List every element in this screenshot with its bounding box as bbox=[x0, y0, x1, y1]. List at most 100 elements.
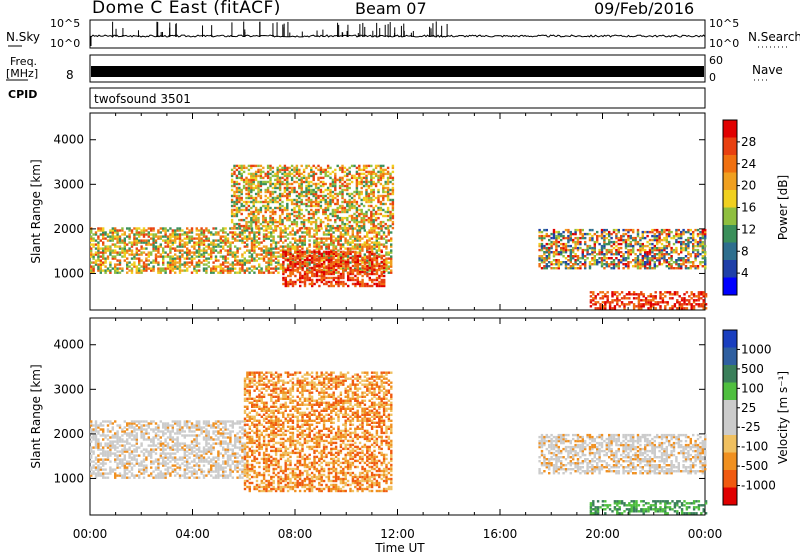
range-cell bbox=[198, 249, 201, 252]
range-cell bbox=[334, 186, 337, 190]
range-cell bbox=[130, 458, 134, 461]
range-cell bbox=[248, 235, 251, 238]
range-cell bbox=[323, 262, 326, 266]
range-cell bbox=[200, 243, 203, 246]
range-cell bbox=[351, 258, 355, 262]
range-cell bbox=[687, 251, 690, 254]
range-cell bbox=[588, 244, 592, 248]
range-cell bbox=[557, 234, 560, 238]
range-cell bbox=[584, 236, 587, 240]
range-cell bbox=[289, 251, 292, 254]
range-cell bbox=[349, 243, 352, 246]
range-cell bbox=[130, 430, 134, 433]
range-cell bbox=[118, 436, 122, 439]
range-cell bbox=[130, 243, 134, 246]
range-cell bbox=[259, 182, 263, 186]
range-cell bbox=[604, 301, 607, 304]
range-cell bbox=[644, 303, 648, 306]
range-cell bbox=[169, 245, 172, 248]
range-cell bbox=[351, 245, 354, 248]
range-cell bbox=[362, 166, 366, 170]
range-cell bbox=[359, 280, 362, 284]
range-cell bbox=[286, 172, 289, 176]
range-cell bbox=[688, 301, 691, 304]
range-cell bbox=[652, 295, 655, 298]
range-cell bbox=[262, 166, 265, 170]
range-cell bbox=[354, 262, 357, 266]
range-cell bbox=[628, 303, 631, 306]
range-cell bbox=[632, 297, 636, 300]
range-cell bbox=[382, 198, 385, 202]
range-cell bbox=[391, 166, 395, 170]
range-cell bbox=[677, 259, 680, 262]
range-cell bbox=[140, 472, 143, 475]
range-cell bbox=[140, 239, 143, 242]
range-cell bbox=[337, 262, 340, 266]
range-cell bbox=[346, 188, 349, 192]
range-cell bbox=[347, 250, 350, 254]
range-cell bbox=[684, 242, 688, 246]
range-cell bbox=[344, 259, 347, 262]
range-cell bbox=[169, 235, 172, 238]
range-cell bbox=[581, 255, 584, 258]
range-cell bbox=[564, 265, 568, 268]
range-cell bbox=[154, 245, 158, 248]
range-cell bbox=[355, 200, 359, 204]
range-cell bbox=[246, 267, 249, 270]
range-cell bbox=[302, 202, 306, 206]
range-cell bbox=[116, 442, 119, 445]
range-cell bbox=[126, 472, 129, 475]
range-cell bbox=[104, 257, 107, 260]
range-cell bbox=[311, 254, 314, 258]
range-cell bbox=[121, 474, 124, 477]
range-cell bbox=[675, 228, 678, 232]
range-cell bbox=[135, 434, 138, 437]
range-cell bbox=[318, 245, 321, 248]
range-cell bbox=[97, 468, 100, 471]
range-cell bbox=[636, 261, 640, 264]
range-cell bbox=[682, 259, 685, 262]
range-cell bbox=[576, 228, 580, 232]
range-cell bbox=[308, 282, 311, 286]
range-cell bbox=[322, 194, 325, 198]
range-cell bbox=[99, 434, 102, 437]
range-cell bbox=[344, 251, 347, 254]
range-cell bbox=[632, 303, 636, 306]
range-cell bbox=[240, 212, 243, 216]
range-cell bbox=[246, 239, 249, 242]
range-cell bbox=[682, 240, 685, 244]
range-cell bbox=[538, 263, 541, 266]
range-cell bbox=[315, 233, 318, 236]
range-cell bbox=[682, 261, 685, 264]
range-cell bbox=[360, 176, 363, 180]
range-cell bbox=[94, 247, 98, 250]
range-cell bbox=[342, 262, 345, 266]
range-cell bbox=[282, 269, 285, 272]
range-cell bbox=[252, 200, 255, 204]
range-cell bbox=[219, 267, 222, 270]
range-cell bbox=[277, 261, 280, 264]
range-cell bbox=[188, 257, 191, 260]
range-cell bbox=[377, 216, 380, 220]
range-cell bbox=[102, 263, 105, 266]
range-cell bbox=[254, 186, 258, 190]
range-cell bbox=[295, 172, 299, 176]
range-cell bbox=[281, 220, 284, 224]
range-cell bbox=[245, 216, 248, 220]
range-cell bbox=[312, 194, 315, 198]
range-cell bbox=[362, 164, 366, 168]
range-cell bbox=[673, 305, 677, 308]
range-cell bbox=[612, 230, 616, 234]
range-cell bbox=[174, 257, 177, 260]
range-cell bbox=[138, 263, 141, 266]
range-cell bbox=[326, 202, 330, 206]
range-cell bbox=[92, 446, 95, 449]
range-cell bbox=[346, 247, 350, 250]
range-cell bbox=[205, 267, 208, 270]
range-cell bbox=[250, 164, 253, 168]
range-cell bbox=[202, 263, 206, 266]
range-cell bbox=[140, 442, 143, 445]
range-cell bbox=[255, 253, 258, 256]
range-cell bbox=[690, 291, 693, 294]
range-cell bbox=[171, 239, 174, 242]
